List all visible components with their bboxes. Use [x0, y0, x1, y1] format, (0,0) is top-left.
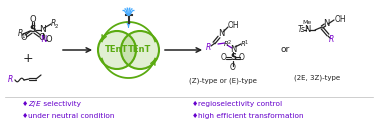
Text: Ts: Ts — [297, 26, 305, 35]
Text: R: R — [328, 35, 334, 44]
Text: ♦: ♦ — [192, 113, 198, 119]
Text: O: O — [39, 33, 45, 41]
Text: ♦: ♦ — [192, 101, 198, 107]
Text: R: R — [223, 41, 228, 47]
Text: (Z)-type or (E)-type: (Z)-type or (E)-type — [189, 78, 257, 84]
Text: OH: OH — [335, 15, 347, 24]
Text: selectivity: selectivity — [41, 101, 81, 107]
Text: ♦: ♦ — [22, 113, 28, 119]
Text: C: C — [211, 39, 215, 45]
Text: N: N — [40, 26, 46, 35]
Text: 2: 2 — [228, 39, 231, 44]
Text: under neutral condition: under neutral condition — [28, 113, 115, 119]
Text: TEnT: TEnT — [128, 46, 152, 55]
Text: 1: 1 — [245, 39, 248, 44]
Text: S: S — [230, 53, 236, 63]
Text: 2: 2 — [54, 24, 58, 29]
Text: R: R — [240, 41, 245, 47]
Text: O: O — [221, 53, 227, 63]
Text: O: O — [21, 33, 27, 41]
Text: +: + — [23, 52, 33, 64]
Circle shape — [121, 31, 159, 69]
Text: N: N — [304, 26, 310, 35]
Text: regioselectivity control: regioselectivity control — [198, 101, 282, 107]
Text: OH: OH — [228, 21, 240, 30]
Circle shape — [98, 31, 136, 69]
Text: O: O — [230, 64, 236, 72]
Text: N: N — [230, 44, 236, 53]
Text: or: or — [280, 46, 290, 55]
Text: O: O — [46, 35, 52, 44]
Text: R: R — [8, 75, 13, 84]
Text: R: R — [50, 18, 56, 27]
Text: high efficient transformation: high efficient transformation — [198, 113, 304, 119]
Text: N: N — [218, 30, 224, 38]
Text: N: N — [323, 19, 329, 29]
Text: 1: 1 — [21, 35, 25, 39]
Text: /: / — [33, 101, 36, 107]
Text: Z: Z — [28, 101, 33, 107]
Text: O: O — [239, 53, 245, 63]
Text: E: E — [36, 101, 40, 107]
Text: ♦: ♦ — [22, 101, 28, 107]
Text: N: N — [40, 35, 46, 44]
Text: (2E, 3Z)-type: (2E, 3Z)-type — [294, 75, 340, 81]
Text: O: O — [30, 16, 36, 24]
Text: R: R — [205, 42, 211, 52]
Text: R: R — [17, 30, 23, 38]
Text: Me: Me — [302, 21, 311, 26]
Text: S: S — [30, 26, 36, 35]
Text: TEnT: TEnT — [105, 46, 129, 55]
